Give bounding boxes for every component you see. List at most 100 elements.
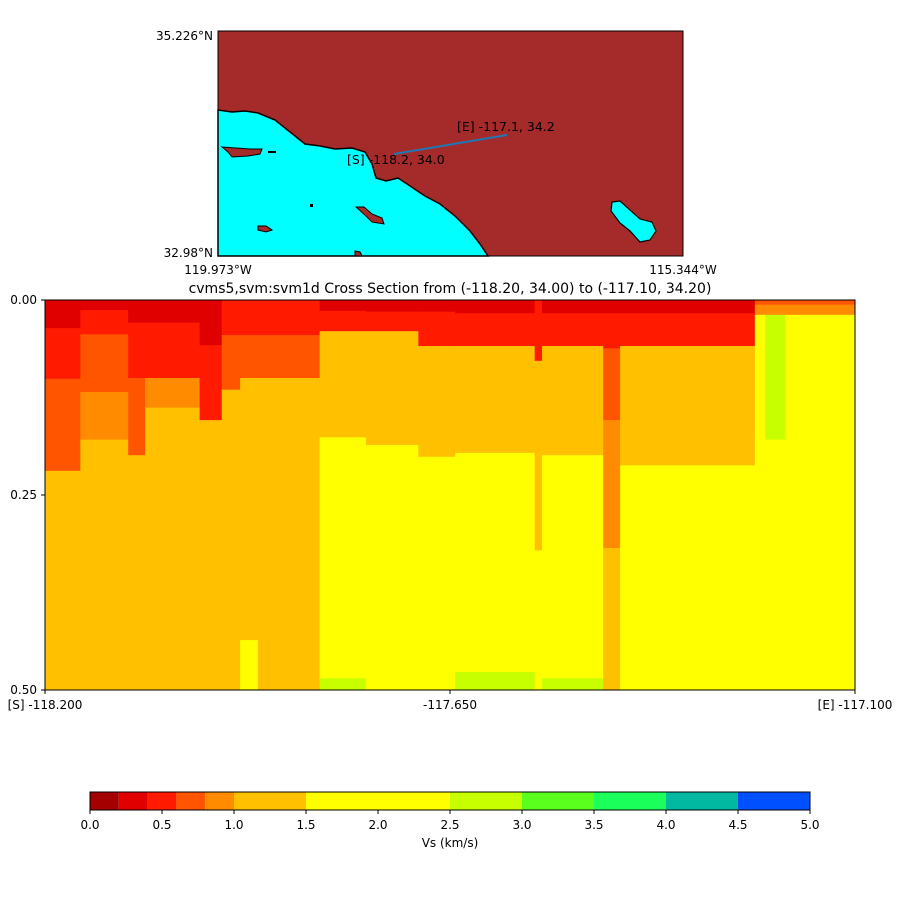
map-lat-top-label: 35.226°N [156,29,213,43]
vs-cell [455,313,536,347]
vs-cell [128,455,146,691]
vs-cell [418,300,456,313]
vs-cell [765,300,786,306]
x-tick-label: [E] -117.100 [818,698,893,712]
colorbar [90,792,810,810]
colorbar-swatch [90,792,119,810]
vs-cell [418,456,456,691]
map-lake-salton [610,200,657,243]
vs-cell [754,314,766,691]
vs-cell [534,550,543,691]
colorbar-tick-label: 1.5 [296,818,315,832]
vs-cell [80,310,129,335]
map-island [268,151,276,153]
x-tick-label: [S] -118.200 [8,698,83,712]
vs-cell [534,360,543,551]
vs-cell [45,470,81,691]
y-tick-label: 0.00 [10,293,37,307]
vs-cell [319,310,367,332]
map-frame [217,30,684,257]
colorbar-swatch [666,792,738,810]
colorbar-tick-label: 4.0 [656,818,675,832]
vs-cell [128,322,146,379]
vs-cell [145,322,201,379]
map-lon-right-label: 115.344°W [649,263,717,277]
colorbar-label: Vs (km/s) [422,836,479,850]
y-axis: 0.00 0.25 0.50 [10,293,45,697]
colorbar-swatch [306,792,450,810]
vs-cell [240,378,259,641]
vs-cell [542,678,604,691]
vs-cell [199,300,223,346]
vs-cell [145,378,201,409]
vs-cell [542,455,604,679]
location-map: [E] -117.1, 34.2 [S] -118.2, 34.0 35.226… [156,29,717,277]
colorbar-swatch [205,792,234,810]
vs-cell [620,300,756,314]
colorbar-tick-label: 0.5 [152,818,171,832]
vs-cell [366,445,419,691]
vs-cell [765,439,786,691]
vs-cell [455,452,536,673]
colorbar-swatch [147,792,177,810]
colorbar-swatch [118,792,148,810]
vs-cell [785,300,856,306]
vs-cell [221,389,241,691]
vs-cell [620,465,756,691]
vs-cell [603,300,621,314]
vs-cell [128,300,146,324]
vs-cell [542,346,604,456]
vs-cell [257,300,321,336]
vs-cell [80,392,129,441]
map-lon-left-label: 119.973°W [184,263,252,277]
colorbar-tick-label: 3.5 [584,818,603,832]
vs-cell [257,378,321,691]
colorbar-tick-label: 4.5 [728,818,747,832]
vs-cell [542,300,604,314]
colorbar-swatch [176,792,206,810]
vs-cell [80,439,129,691]
vs-cell [319,300,367,312]
vs-cell [80,300,129,311]
vs-cell [620,313,756,347]
vs-cell [128,378,146,456]
colorbar-swatch [594,792,666,810]
colorbar-tick-label: 5.0 [800,818,819,832]
map-lat-bottom-label: 32.98°N [164,246,213,260]
colorbar-tick-label: 3.0 [512,818,531,832]
vs-cell [145,407,201,691]
colorbar-swatch [234,792,306,810]
vs-cell [785,304,856,316]
vs-cell [542,313,604,347]
map-island [354,206,385,225]
vs-cell [199,420,223,691]
vs-cell [45,328,81,380]
colorbar-swatch [450,792,522,810]
vs-cell [366,311,419,332]
vs-cell [603,548,621,691]
vs-cell [603,420,621,549]
map-island [220,146,263,158]
x-axis: [S] -118.200 -117.650 [E] -117.100 [8,690,893,712]
colorbar-swatch [522,792,594,810]
vs-cell [418,311,456,347]
colorbar-tick-label: 2.5 [440,818,459,832]
vs-cell [455,300,536,314]
vs-cell [221,300,241,336]
end-point-label: [E] -117.1, 34.2 [457,119,555,134]
vs-cell [221,335,241,391]
vs-cell [80,334,129,393]
vs-cell [145,300,201,324]
y-tick-label: 0.50 [10,683,37,697]
colorbar-tick-label: 1.0 [224,818,243,832]
vs-cell [603,348,621,421]
map-ocean [217,109,490,257]
vs-cell [240,300,259,336]
vs-cell [785,314,856,691]
vs-cell [603,313,621,349]
vs-cell [366,331,419,446]
vs-cell [366,300,419,313]
vs-cell [45,378,81,472]
map-island [310,204,313,207]
